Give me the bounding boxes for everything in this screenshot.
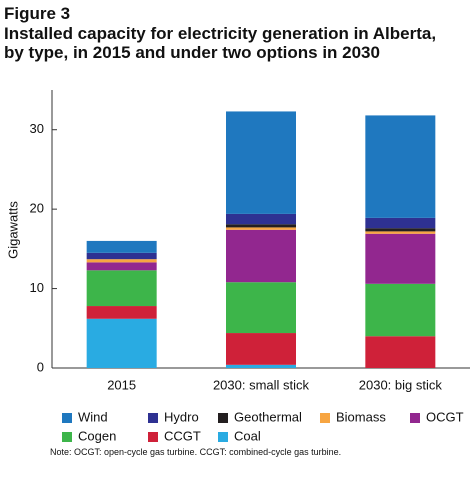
legend-swatch	[218, 413, 228, 423]
legend-label: Biomass	[336, 409, 386, 424]
bar-segment	[226, 333, 296, 365]
bar-segment	[365, 231, 436, 234]
bar-segment	[86, 270, 157, 307]
legend-label: Geothermal	[234, 409, 302, 424]
y-tick-label: 10	[30, 280, 44, 295]
bar-segment	[365, 115, 436, 218]
legend-label: Hydro	[164, 409, 199, 424]
legend-swatch	[320, 413, 330, 423]
bar-segment	[226, 227, 296, 230]
figure-label: Figure 3	[4, 4, 71, 23]
bar-segment	[365, 283, 436, 337]
legend-label: Wind	[78, 409, 108, 424]
bar-segment	[86, 318, 157, 368]
y-tick-label: 20	[30, 201, 44, 216]
bar-segment	[365, 336, 436, 368]
bar-segment	[226, 213, 296, 225]
bar-segment	[86, 262, 157, 271]
legend-swatch	[62, 432, 72, 442]
bar-segment	[226, 364, 296, 368]
bar-segment	[365, 233, 436, 284]
bar-segment	[86, 259, 157, 263]
y-axis-label: Gigawatts	[5, 201, 20, 259]
x-tick-label: 2015	[107, 377, 136, 392]
legend-swatch	[410, 413, 420, 423]
bar-segment	[226, 224, 296, 228]
legend-swatch	[148, 413, 158, 423]
bar-segment	[365, 228, 436, 232]
x-tick-label: 2030: small stick	[213, 377, 310, 392]
legend-label: CCGT	[164, 428, 201, 443]
bar-segment	[226, 229, 296, 283]
bar-segment	[86, 306, 157, 319]
y-tick-label: 30	[30, 121, 44, 136]
bar-segment	[86, 240, 157, 253]
bar-segment	[226, 111, 296, 214]
legend-label: OCGT	[426, 409, 464, 424]
chart-title: Installed capacity for electricity gener…	[4, 24, 437, 62]
legend-swatch	[62, 413, 72, 423]
legend-label: Coal	[234, 428, 261, 443]
y-tick-label: 0	[37, 359, 44, 374]
legend-swatch	[148, 432, 158, 442]
legend-swatch	[218, 432, 228, 442]
bar-segment	[365, 217, 436, 229]
note: Note: OCGT: open-cycle gas turbine. CCGT…	[50, 447, 342, 457]
bar-segment	[226, 282, 296, 334]
legend-label: Cogen	[78, 428, 116, 443]
bar-segment	[86, 252, 157, 260]
x-tick-label: 2030: big stick	[359, 377, 443, 392]
